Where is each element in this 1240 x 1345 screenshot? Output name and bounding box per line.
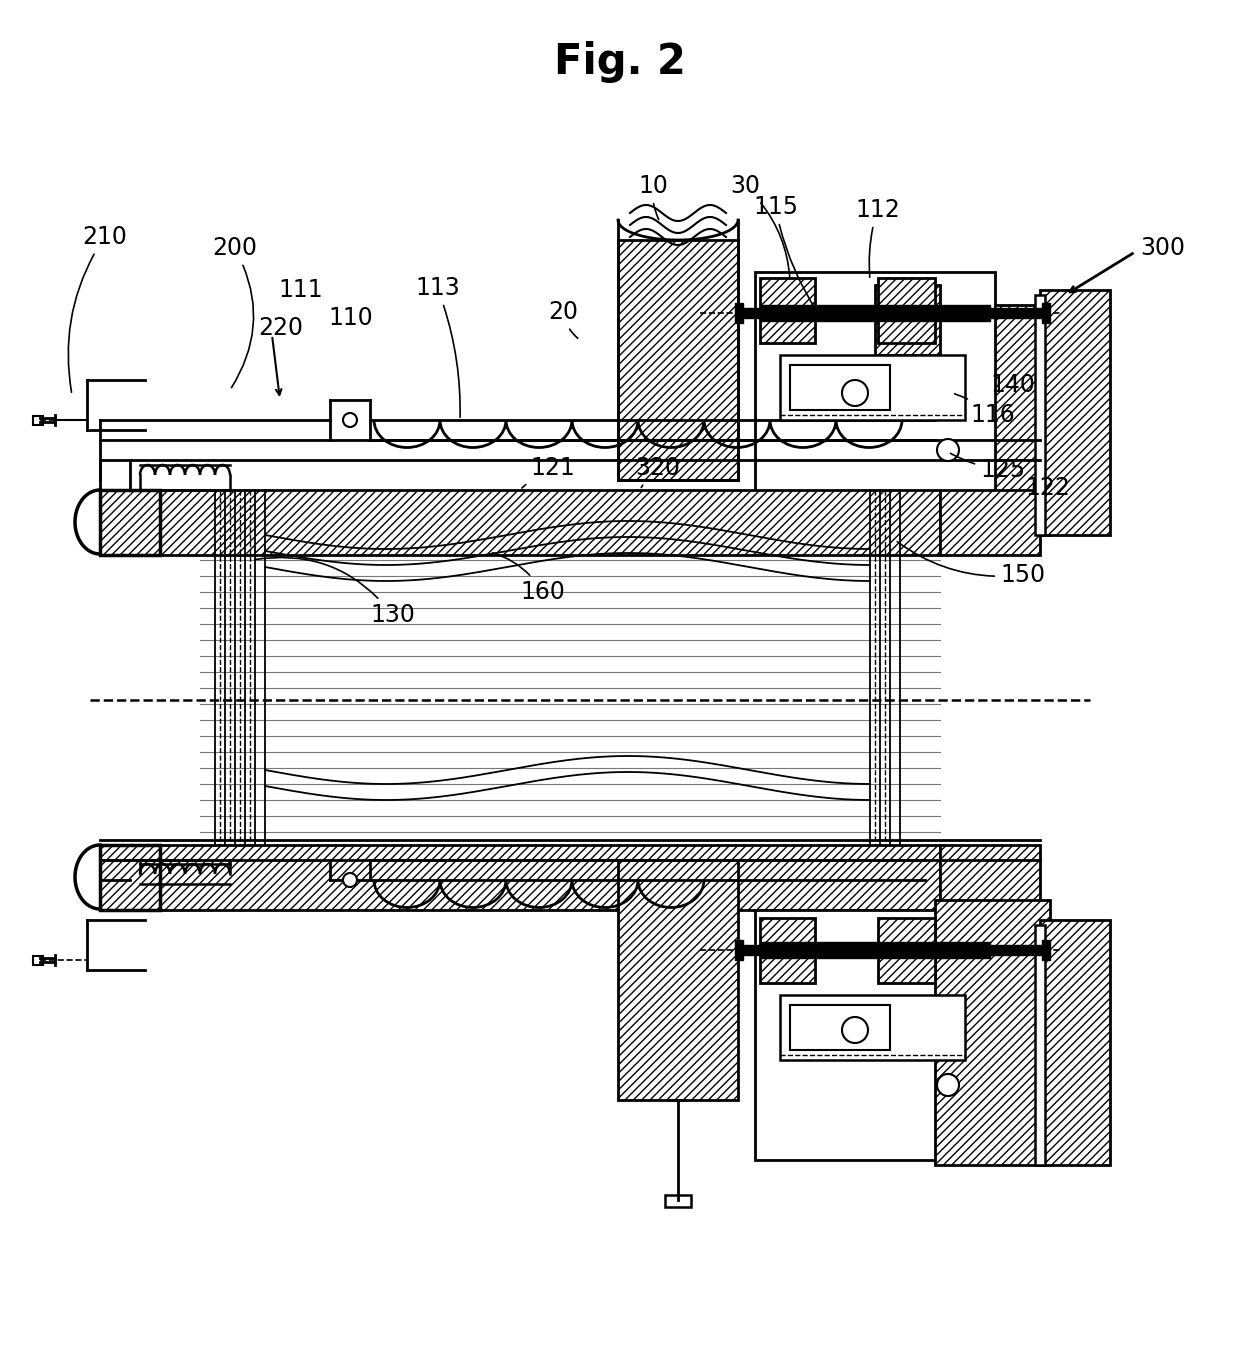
Bar bbox=[755, 911, 994, 1159]
Bar bbox=[618, 859, 738, 1100]
Bar bbox=[760, 305, 990, 321]
Bar bbox=[1040, 291, 1110, 535]
Bar bbox=[990, 946, 1045, 955]
Text: 200: 200 bbox=[212, 235, 257, 387]
Text: 111: 111 bbox=[278, 278, 322, 303]
Text: 160: 160 bbox=[492, 553, 565, 604]
Text: 130: 130 bbox=[254, 557, 415, 627]
Text: 150: 150 bbox=[898, 542, 1045, 586]
Bar bbox=[100, 845, 160, 911]
Bar bbox=[790, 364, 890, 410]
Bar bbox=[100, 490, 160, 555]
Bar bbox=[1040, 920, 1110, 1165]
Text: 300: 300 bbox=[1140, 235, 1185, 260]
Text: 110: 110 bbox=[329, 307, 373, 330]
Bar bbox=[935, 900, 1050, 1165]
Bar bbox=[990, 308, 1045, 317]
Bar bbox=[1042, 940, 1050, 960]
Text: 115: 115 bbox=[753, 195, 816, 311]
Text: 220: 220 bbox=[258, 316, 303, 340]
Bar bbox=[100, 845, 940, 911]
Bar bbox=[1035, 295, 1045, 535]
Bar bbox=[738, 946, 760, 955]
Circle shape bbox=[842, 381, 868, 406]
Circle shape bbox=[937, 1075, 959, 1096]
Bar bbox=[790, 1005, 890, 1050]
Circle shape bbox=[937, 438, 959, 461]
Bar bbox=[760, 941, 990, 958]
Text: 121: 121 bbox=[522, 456, 575, 488]
Circle shape bbox=[343, 873, 357, 886]
Bar bbox=[735, 303, 743, 323]
Text: 112: 112 bbox=[856, 198, 900, 277]
Bar bbox=[665, 1194, 691, 1206]
Bar bbox=[735, 940, 743, 960]
Bar bbox=[760, 919, 815, 983]
Bar bbox=[738, 308, 760, 317]
Text: 140: 140 bbox=[990, 373, 1035, 397]
Text: 113: 113 bbox=[415, 276, 460, 417]
Text: Fig. 2: Fig. 2 bbox=[554, 40, 686, 83]
Bar bbox=[935, 305, 1050, 535]
Bar bbox=[878, 278, 935, 343]
Bar bbox=[760, 278, 815, 343]
Bar bbox=[33, 416, 43, 425]
Text: 122: 122 bbox=[1025, 476, 1070, 500]
Bar bbox=[940, 490, 1040, 555]
Bar bbox=[1042, 303, 1050, 323]
Text: 320: 320 bbox=[635, 456, 680, 487]
Bar bbox=[878, 919, 935, 983]
Bar bbox=[875, 285, 940, 355]
Text: 116: 116 bbox=[955, 394, 1014, 426]
Text: 210: 210 bbox=[68, 225, 126, 393]
Text: 30: 30 bbox=[730, 174, 790, 277]
Bar bbox=[780, 355, 965, 420]
Text: 20: 20 bbox=[548, 300, 578, 339]
Circle shape bbox=[842, 1017, 868, 1042]
Bar bbox=[940, 845, 1040, 911]
Bar bbox=[755, 272, 994, 522]
Bar bbox=[33, 956, 43, 964]
Bar bbox=[780, 995, 965, 1060]
Text: 10: 10 bbox=[639, 174, 668, 219]
Text: 125: 125 bbox=[950, 453, 1025, 482]
Bar bbox=[618, 239, 738, 480]
Circle shape bbox=[343, 413, 357, 426]
Bar bbox=[1035, 925, 1045, 1165]
Bar bbox=[100, 490, 940, 555]
